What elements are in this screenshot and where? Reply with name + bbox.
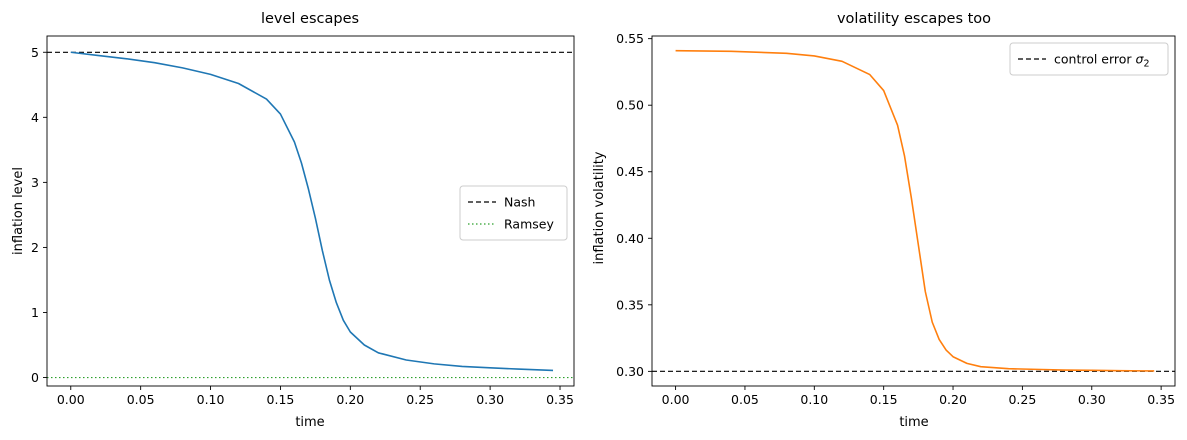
left-xtick-label-1: 0.05 [127, 392, 155, 407]
left-chart-xlabel: time [295, 415, 324, 430]
right-chart-ylabel: inflation volatility [592, 151, 607, 264]
left-ytick-label-5: 5 [31, 45, 39, 60]
left-ytick-label-3: 3 [31, 175, 39, 190]
right-legend-label-0: control error σ2 [1054, 52, 1150, 70]
right-ytick-label-1: 0.35 [616, 297, 644, 312]
left-ytick-label-4: 4 [31, 110, 39, 125]
right-chart-xlabel: time [899, 415, 928, 430]
left-xtick-label-4: 0.20 [336, 392, 364, 407]
right-xtick-label-6: 0.30 [1078, 392, 1106, 407]
right-ytick-label-0: 0.30 [616, 364, 644, 379]
left-legend-box [459, 185, 568, 241]
right-plot-frame [651, 35, 1176, 387]
right-chart-title: volatility escapes too [837, 11, 991, 27]
right-xtick-label-5: 0.25 [1008, 392, 1036, 407]
right-series-line-0 [675, 49, 1155, 372]
right-ytick-label-3: 0.45 [616, 164, 644, 179]
left-xtick-label-3: 0.15 [267, 392, 295, 407]
left-xtick-label-5: 0.25 [406, 392, 434, 407]
left-series-line-0 [70, 51, 554, 372]
left-legend-label-0: Nash [504, 195, 535, 210]
left-ytick-label-2: 2 [31, 240, 39, 255]
left-legend-label-1: Ramsey [504, 217, 554, 232]
left-legend: Nash Ramsey [459, 185, 568, 241]
right-legend-box [1009, 42, 1169, 76]
left-plot-frame [46, 35, 575, 387]
left-xtick-label-6: 0.30 [476, 392, 504, 407]
right-xtick-label-4: 0.20 [939, 392, 967, 407]
left-xtick-label-7: 0.35 [546, 392, 574, 407]
right-xtick-label-0: 0.00 [662, 392, 690, 407]
right-legend: control error σ2 [1009, 42, 1169, 76]
right-chart-panel: volatility escapes too time inflation vo… [592, 11, 1176, 430]
left-ytick-label-0: 0 [31, 370, 39, 385]
right-xtick-label-7: 0.35 [1147, 392, 1175, 407]
left-ytick-label-1: 1 [31, 305, 39, 320]
left-chart-ylabel: inflation level [11, 167, 26, 255]
right-xtick-label-2: 0.10 [800, 392, 828, 407]
right-xtick-label-3: 0.15 [870, 392, 898, 407]
right-ytick-label-2: 0.40 [616, 231, 644, 246]
left-chart-title: level escapes [261, 11, 359, 27]
right-xtick-label-1: 0.05 [731, 392, 759, 407]
left-xtick-label-2: 0.10 [197, 392, 225, 407]
left-xtick-label-0: 0.00 [57, 392, 85, 407]
left-chart-panel: level escapes time inflation level 0.00 0… [11, 11, 575, 430]
right-ytick-label-5: 0.55 [616, 31, 644, 46]
right-ytick-label-4: 0.50 [616, 98, 644, 113]
